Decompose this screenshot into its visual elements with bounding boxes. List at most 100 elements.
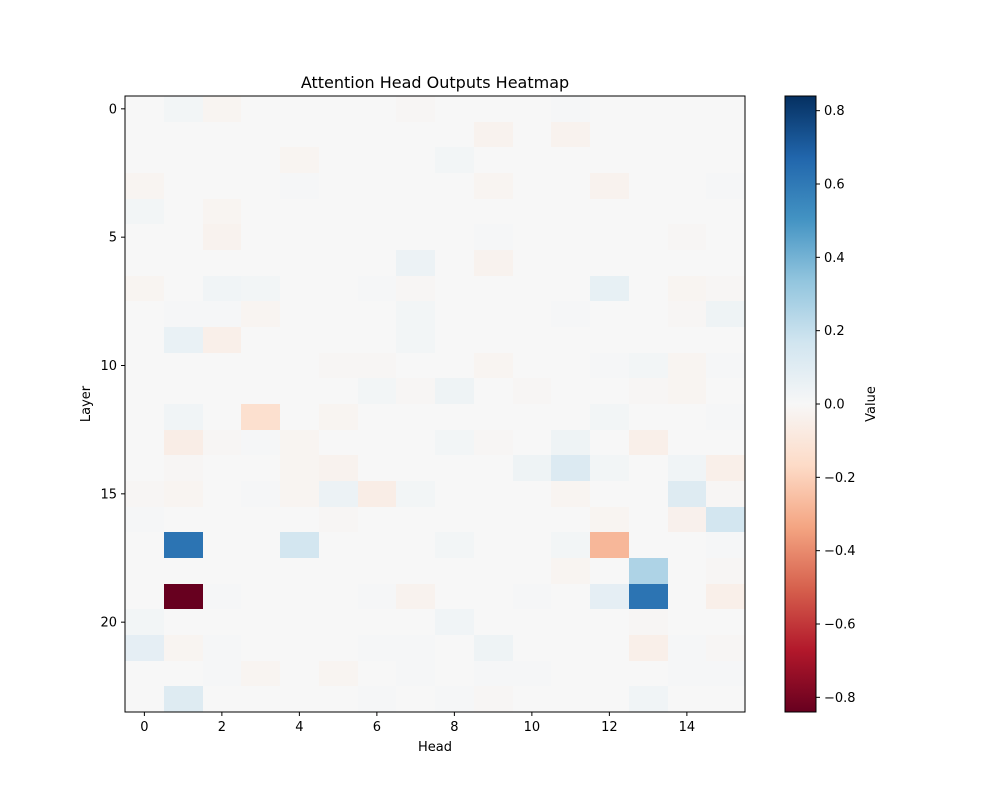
heatmap-cell [668,661,706,686]
heatmap-cell [358,122,396,147]
heatmap-cell [706,430,745,455]
heatmap-cell [280,404,319,430]
heatmap-cell [319,378,358,404]
heatmap-cell [203,532,241,558]
heatmap-cell [435,96,474,122]
heatmap-cell [358,481,396,507]
heatmap-cell [241,584,280,609]
heatmap-cell [203,507,241,532]
heatmap-cell [474,532,513,558]
heatmap-cell [629,686,668,712]
heatmap-cell [203,558,241,584]
heatmap-cell [280,353,319,378]
x-tick-label: 12 [601,720,618,735]
heatmap-cell [706,661,745,686]
heatmap-cell [474,327,513,353]
heatmap-cell [358,609,396,635]
heatmap-cell [474,147,513,173]
heatmap-cell [474,122,513,147]
heatmap-cell [590,327,629,353]
colorbar-tick-label: −0.2 [824,471,856,486]
heatmap-cell [280,584,319,609]
heatmap-cell [319,507,358,532]
heatmap-cell [125,224,164,250]
heatmap-cell [241,327,280,353]
heatmap-cell [241,532,280,558]
heatmap-cell [474,635,513,661]
heatmap-cell [706,327,745,353]
heatmap-cell [513,378,551,404]
heatmap-cell [590,173,629,199]
heatmap-cell [358,635,396,661]
heatmap-cell [241,455,280,481]
heatmap-cell [513,173,551,199]
heatmap-cell [280,96,319,122]
heatmap-cell [551,609,590,635]
heatmap-cell [164,558,203,584]
heatmap-cell [358,378,396,404]
y-tick-label: 10 [100,359,117,374]
heatmap-cell [319,96,358,122]
heatmap-cell [513,507,551,532]
heatmap-cell [203,353,241,378]
heatmap-cell [241,609,280,635]
heatmap-cell [706,173,745,199]
heatmap-cell [125,635,164,661]
heatmap-cell [125,584,164,609]
x-tick-label: 14 [679,720,696,735]
heatmap-cell [474,199,513,224]
heatmap-cell [435,686,474,712]
heatmap-cell [513,327,551,353]
heatmap-cell [396,507,435,532]
colorbar-tick-label: 0.0 [824,398,845,413]
heatmap-cell [513,609,551,635]
heatmap-cell [241,558,280,584]
heatmap-cell [668,455,706,481]
heatmap-cell [513,199,551,224]
heatmap-cell [164,224,203,250]
heatmap-cell [590,661,629,686]
heatmap-cell [396,532,435,558]
heatmap-cell [668,173,706,199]
heatmap-cell [358,199,396,224]
heatmap-cell [435,173,474,199]
heatmap-cell [551,250,590,276]
heatmap-cell [396,558,435,584]
heatmap-cell [706,378,745,404]
heatmap-cell [551,173,590,199]
heatmap-cell [668,404,706,430]
heatmap-cell [203,430,241,455]
heatmap-cell [241,96,280,122]
heatmap-cell [164,327,203,353]
heatmap-cell [319,481,358,507]
heatmap-cell [396,224,435,250]
heatmap-cell [590,609,629,635]
heatmap-cell [396,661,435,686]
heatmap-cell [551,147,590,173]
heatmap-cell [203,378,241,404]
heatmap-cell [474,250,513,276]
heatmap-cell [590,635,629,661]
heatmap-cell [551,404,590,430]
heatmap-cell [203,147,241,173]
heatmap-cell [125,250,164,276]
heatmap-cell [203,122,241,147]
heatmap-cell [551,378,590,404]
heatmap-cell [164,686,203,712]
heatmap-cell [668,250,706,276]
heatmap-cell [668,224,706,250]
heatmap-cell [280,378,319,404]
heatmap-cell [551,481,590,507]
colorbar-label: Value [864,386,879,422]
heatmap-cell [474,276,513,301]
heatmap-cell [551,224,590,250]
heatmap-cell [358,327,396,353]
heatmap-cell [474,558,513,584]
heatmap-cell [629,635,668,661]
heatmap-cell [125,404,164,430]
heatmap-cell [358,250,396,276]
heatmap-cell [319,276,358,301]
heatmap-cell [551,96,590,122]
heatmap-cell [203,327,241,353]
